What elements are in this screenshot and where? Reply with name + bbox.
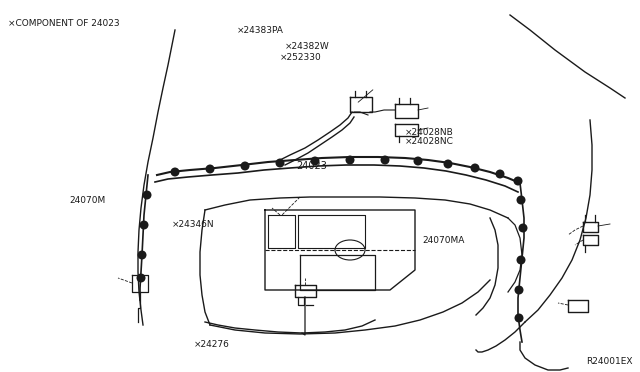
Circle shape bbox=[513, 176, 522, 186]
Circle shape bbox=[515, 285, 524, 295]
Circle shape bbox=[346, 155, 355, 164]
Text: ×24028NC: ×24028NC bbox=[405, 137, 454, 146]
Circle shape bbox=[140, 221, 148, 230]
Text: ×24383PA: ×24383PA bbox=[237, 26, 284, 35]
Text: 24023: 24023 bbox=[296, 161, 327, 171]
Circle shape bbox=[413, 157, 422, 166]
Circle shape bbox=[515, 314, 524, 323]
Circle shape bbox=[518, 224, 527, 232]
Text: ×24276: ×24276 bbox=[193, 340, 229, 349]
Text: ×252330: ×252330 bbox=[280, 52, 321, 61]
Text: 24070M: 24070M bbox=[69, 196, 106, 205]
Text: ×24346N: ×24346N bbox=[172, 220, 214, 229]
Circle shape bbox=[138, 250, 147, 260]
Circle shape bbox=[136, 273, 145, 282]
Text: R24001EX: R24001EX bbox=[586, 357, 632, 366]
Circle shape bbox=[170, 167, 179, 176]
Circle shape bbox=[516, 256, 525, 264]
Circle shape bbox=[275, 158, 285, 167]
Circle shape bbox=[444, 160, 452, 169]
Circle shape bbox=[310, 157, 319, 166]
Circle shape bbox=[470, 164, 479, 173]
Text: ×24028NB: ×24028NB bbox=[405, 128, 454, 137]
Circle shape bbox=[516, 196, 525, 205]
Text: ×24382W: ×24382W bbox=[285, 42, 330, 51]
Circle shape bbox=[205, 164, 214, 173]
Circle shape bbox=[495, 170, 504, 179]
Circle shape bbox=[381, 155, 390, 164]
Text: ×COMPONENT OF 24023: ×COMPONENT OF 24023 bbox=[8, 19, 119, 28]
Circle shape bbox=[143, 190, 152, 199]
Text: 24070MA: 24070MA bbox=[422, 235, 465, 244]
Circle shape bbox=[241, 161, 250, 170]
